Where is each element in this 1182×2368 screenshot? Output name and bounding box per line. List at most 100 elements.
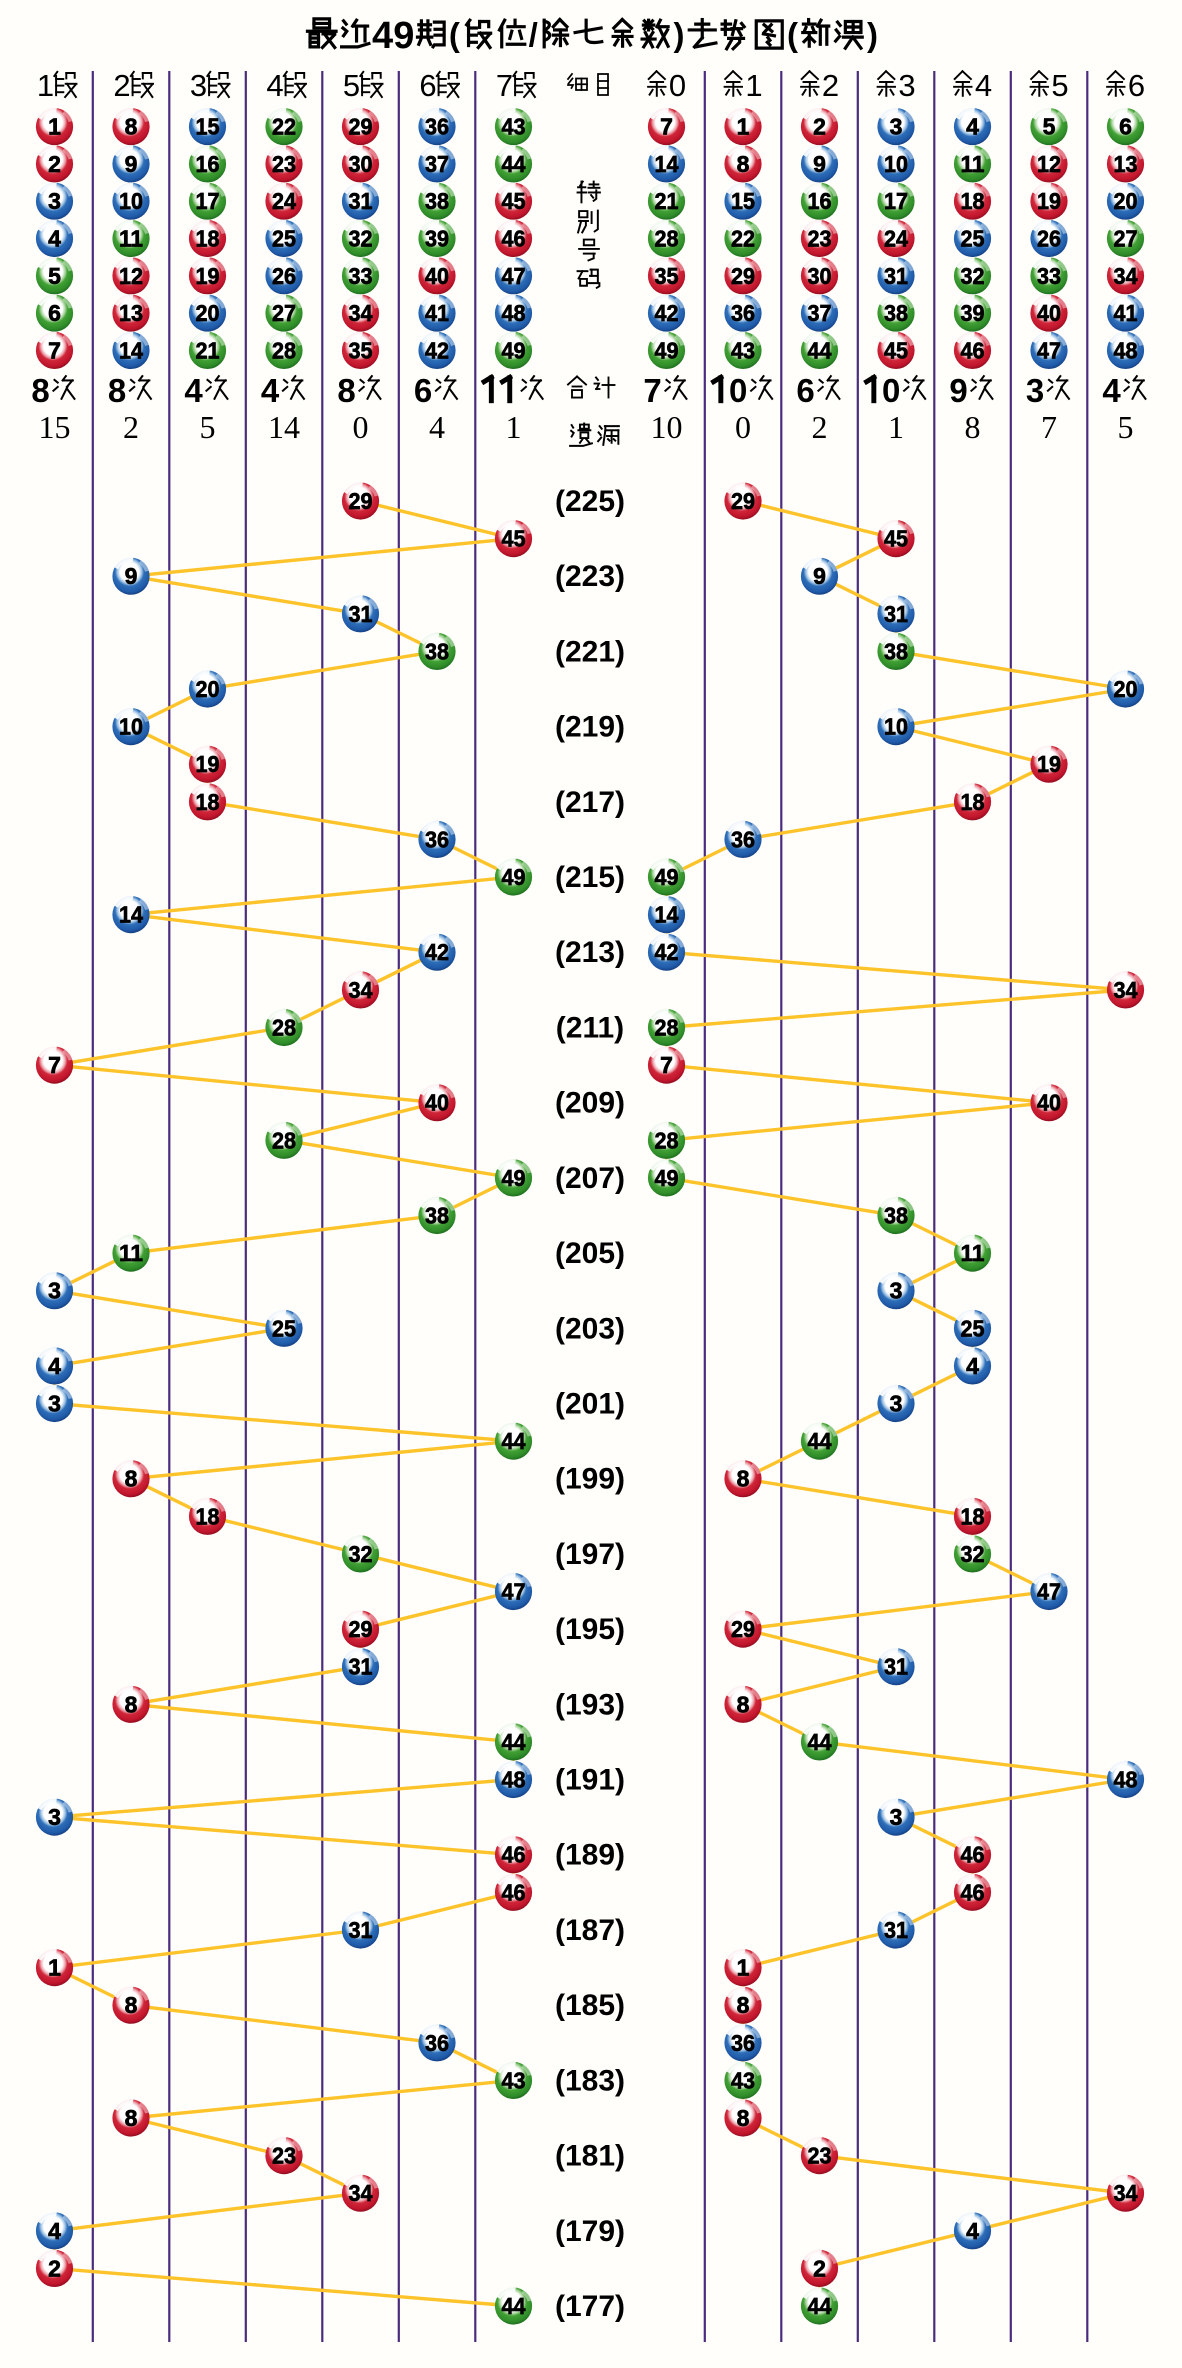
svg-text:49: 49: [655, 864, 679, 890]
svg-text:42: 42: [425, 337, 449, 363]
svg-text:(207): (207): [555, 1162, 625, 1195]
svg-text:1: 1: [506, 409, 522, 445]
svg-text:2: 2: [48, 2255, 61, 2281]
svg-text:(225): (225): [555, 485, 625, 518]
svg-text:26: 26: [1037, 226, 1061, 252]
svg-text:12: 12: [119, 263, 143, 289]
svg-text:(211): (211): [556, 1012, 624, 1045]
svg-text:44: 44: [808, 2293, 832, 2319]
svg-text:4: 4: [48, 226, 61, 252]
svg-text:3: 3: [190, 68, 207, 103]
svg-text:17: 17: [884, 188, 908, 214]
svg-text:3: 3: [48, 1278, 61, 1304]
svg-text:26: 26: [272, 263, 296, 289]
svg-text:29: 29: [349, 488, 373, 514]
svg-text:23: 23: [808, 2143, 832, 2169]
svg-text:16: 16: [196, 151, 220, 177]
svg-text:4: 4: [966, 2218, 979, 2244]
svg-text:46: 46: [502, 226, 526, 252]
svg-text:37: 37: [425, 151, 449, 177]
svg-text:/: /: [529, 16, 538, 53]
svg-text:49: 49: [655, 337, 679, 363]
svg-text:49: 49: [655, 1165, 679, 1191]
svg-text:5: 5: [1051, 68, 1068, 103]
svg-text:23: 23: [272, 151, 296, 177]
svg-text:(219): (219): [555, 711, 625, 744]
svg-text:45: 45: [884, 526, 908, 552]
svg-text:19: 19: [196, 751, 220, 777]
svg-text:48: 48: [502, 300, 526, 326]
svg-text:(197): (197): [555, 1538, 625, 1571]
svg-text:25: 25: [272, 1315, 296, 1341]
svg-text:38: 38: [884, 300, 908, 326]
svg-text:14: 14: [119, 902, 143, 928]
svg-text:24: 24: [272, 188, 296, 214]
svg-text:20: 20: [1114, 188, 1138, 214]
svg-text:31: 31: [884, 1917, 908, 1943]
svg-text:0: 0: [735, 409, 751, 445]
svg-text:4: 4: [372, 15, 393, 57]
svg-text:44: 44: [808, 337, 832, 363]
svg-text:40: 40: [1037, 1090, 1061, 1116]
svg-text:(179): (179): [555, 2215, 625, 2248]
svg-text:1: 1: [737, 114, 750, 140]
svg-text:36: 36: [425, 2030, 449, 2056]
svg-text:(195): (195): [555, 1613, 625, 1646]
svg-text:27: 27: [272, 300, 296, 326]
svg-text:31: 31: [884, 263, 908, 289]
svg-text:1: 1: [48, 1955, 61, 1981]
svg-text:8: 8: [125, 2105, 138, 2131]
svg-text:5: 5: [200, 409, 216, 445]
svg-text:5: 5: [343, 68, 360, 103]
svg-text:47: 47: [502, 263, 526, 289]
svg-text:3: 3: [48, 1804, 61, 1830]
svg-text:33: 33: [1037, 263, 1061, 289]
svg-text:0: 0: [353, 409, 369, 445]
svg-text:48: 48: [1114, 337, 1138, 363]
svg-text:31: 31: [349, 601, 373, 627]
svg-text:3: 3: [48, 1391, 61, 1417]
svg-text:(217): (217): [555, 786, 625, 819]
svg-text:9: 9: [125, 151, 138, 177]
svg-text:7: 7: [643, 372, 661, 409]
svg-text:29: 29: [731, 1616, 755, 1642]
svg-text:28: 28: [655, 1127, 679, 1153]
svg-text:8: 8: [737, 1691, 750, 1717]
svg-text:5: 5: [1118, 409, 1134, 445]
svg-text:(: (: [449, 16, 460, 53]
svg-text:32: 32: [349, 226, 373, 252]
svg-text:11: 11: [961, 151, 985, 177]
svg-text:43: 43: [731, 337, 755, 363]
svg-text:28: 28: [272, 1127, 296, 1153]
svg-text:25: 25: [272, 226, 296, 252]
svg-text:9: 9: [125, 563, 138, 589]
svg-text:7: 7: [48, 337, 61, 363]
svg-text:10: 10: [884, 714, 908, 740]
svg-text:3: 3: [890, 1278, 903, 1304]
svg-text:33: 33: [349, 263, 373, 289]
svg-text:6: 6: [414, 372, 432, 409]
svg-text:38: 38: [425, 1203, 449, 1229]
svg-text:8: 8: [108, 372, 126, 409]
svg-text:10: 10: [119, 188, 143, 214]
svg-text:47: 47: [1037, 337, 1061, 363]
svg-text:8: 8: [737, 2105, 750, 2131]
svg-text:13: 13: [1114, 151, 1138, 177]
svg-text:21: 21: [196, 337, 220, 363]
svg-text:31: 31: [349, 1654, 373, 1680]
svg-text:11: 11: [961, 1240, 985, 1266]
svg-text:2: 2: [812, 409, 828, 445]
svg-text:(183): (183): [555, 2064, 625, 2097]
svg-text:(201): (201): [555, 1388, 625, 1421]
svg-text:1: 1: [737, 1955, 750, 1981]
svg-text:23: 23: [808, 226, 832, 252]
svg-text:1: 1: [888, 409, 904, 445]
svg-text:25: 25: [961, 1315, 985, 1341]
svg-text:8: 8: [31, 372, 49, 409]
svg-text:35: 35: [349, 337, 373, 363]
svg-text:49: 49: [502, 337, 526, 363]
svg-text:2: 2: [123, 409, 139, 445]
svg-text:30: 30: [808, 263, 832, 289]
svg-text:31: 31: [884, 1654, 908, 1680]
svg-text:4: 4: [184, 372, 203, 409]
